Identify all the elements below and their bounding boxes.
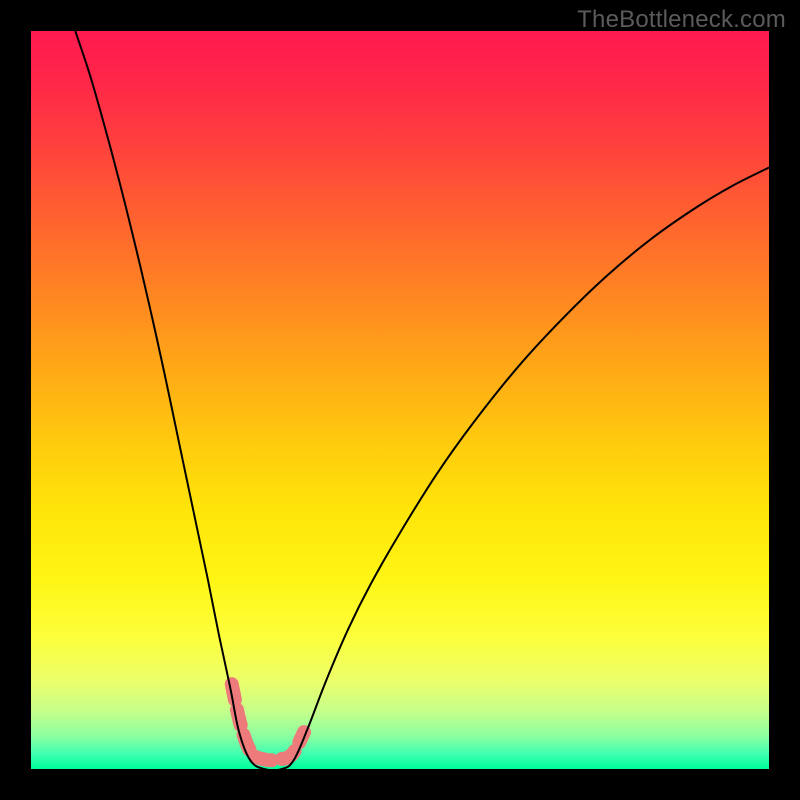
plot-area-gradient-background xyxy=(31,31,769,769)
bottleneck-curve-chart xyxy=(0,0,800,800)
watermark-text: TheBottleneck.com xyxy=(577,6,786,34)
figure-root: TheBottleneck.com xyxy=(0,0,800,800)
